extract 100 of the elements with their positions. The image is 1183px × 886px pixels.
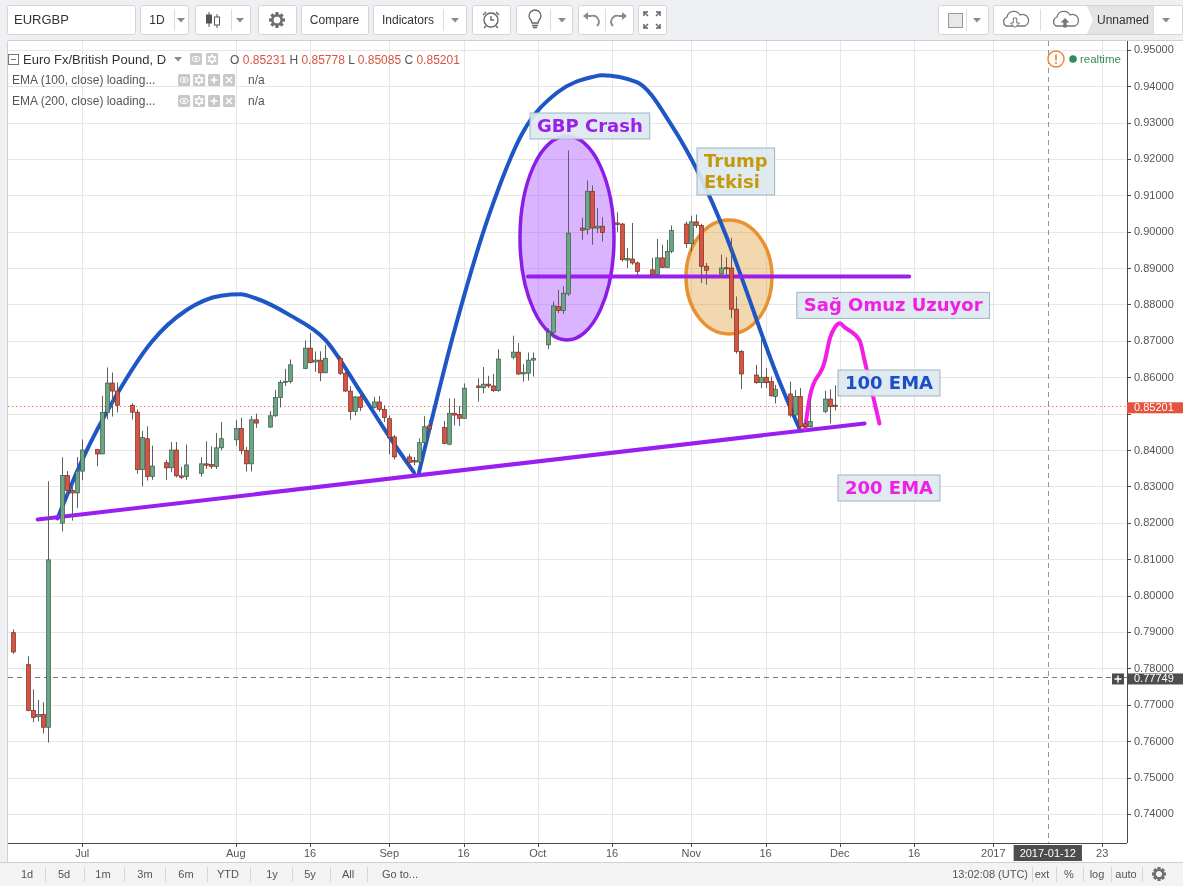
- y-tick-label: 0.84000: [1134, 443, 1174, 456]
- y-tick-label: 0.92000: [1134, 152, 1174, 165]
- y-tick-label: 0.83000: [1134, 479, 1174, 492]
- text: Go to...: [381, 868, 419, 880]
- annotation: n/a: [248, 73, 266, 87]
- text: 1m: [95, 868, 111, 880]
- candlestick: [754, 364, 759, 385]
- candlestick: [150, 445, 155, 481]
- text: %: [1064, 868, 1075, 880]
- candlestick: [234, 419, 239, 447]
- candlestick: [308, 332, 313, 364]
- candlestick: [303, 339, 308, 370]
- y-tick-label: 0.86000: [1134, 370, 1174, 383]
- candlestick: [313, 350, 318, 373]
- text: 5d: [57, 868, 71, 880]
- text: ext: [1034, 868, 1050, 880]
- text: Euro Fx/British Pound, D: [23, 52, 167, 67]
- text: 6m: [178, 868, 194, 880]
- candlestick: [199, 456, 204, 478]
- candlestick: [556, 289, 561, 314]
- x-tick-label: Dec: [830, 847, 851, 859]
- y-tick-label: 0.77000: [1134, 698, 1174, 711]
- x-tick-label: 16: [303, 847, 317, 859]
- annotation: realtime: [1080, 53, 1121, 65]
- candlestick: [481, 366, 486, 394]
- text: auto: [1115, 868, 1137, 880]
- x-tick-label: Jul: [75, 847, 90, 859]
- ref-line-label: 0.77749: [1134, 672, 1174, 685]
- annotation: 200 EMA: [845, 477, 934, 498]
- text: log: [1089, 868, 1105, 880]
- x-tick-label: 16: [907, 847, 921, 859]
- y-tick-label: 0.82000: [1134, 516, 1174, 529]
- annotation: GBP Crash: [537, 115, 643, 136]
- text: Indicators: [381, 13, 435, 27]
- candlestick: [580, 217, 585, 241]
- candlestick: [625, 247, 630, 269]
- text: 13:02:08 (UTC): [952, 868, 1028, 880]
- candlestick: [595, 207, 600, 234]
- x-tick-label: 16: [605, 847, 619, 859]
- candlestick: [788, 381, 793, 418]
- candlestick: [511, 335, 516, 360]
- candlestick: [600, 216, 605, 242]
- ref-line-label: 2017-01-12: [1019, 847, 1076, 859]
- text: EURGBP: [14, 12, 69, 27]
- candlestick: [655, 238, 660, 276]
- x-tick-label: 2017: [981, 847, 1006, 859]
- x-tick-label: 16: [759, 847, 772, 859]
- x-tick-label: Oct: [529, 847, 547, 859]
- candlestick: [353, 395, 358, 416]
- y-tick-label: 0.78000: [1134, 661, 1174, 674]
- candlestick: [41, 701, 46, 734]
- x-tick-label: Nov: [681, 847, 702, 859]
- text: 1y: [266, 868, 279, 880]
- candlestick: [689, 215, 694, 252]
- text: 1D: [149, 13, 165, 27]
- y-tick-label: 0.95000: [1134, 43, 1174, 56]
- candlestick: [516, 342, 521, 376]
- candlestick: [684, 220, 689, 249]
- y-tick-label: 0.87000: [1134, 334, 1174, 347]
- x-tick-label: Aug: [225, 847, 246, 859]
- candlestick: [759, 338, 764, 389]
- text: 1d: [20, 868, 34, 880]
- y-tick-label: 0.76000: [1134, 734, 1174, 747]
- annotation: 100 EMA: [845, 372, 934, 393]
- y-tick-label: 0.74000: [1134, 807, 1174, 820]
- text: Unnamed: [1096, 13, 1150, 27]
- y-tick-label: 0.93000: [1134, 116, 1174, 129]
- annotation: Trump Etkisi: [704, 150, 768, 192]
- y-tick-label: 0.94000: [1134, 79, 1174, 92]
- ref-line-label: 0.85201: [1134, 401, 1174, 414]
- candlestick: [11, 628, 16, 655]
- text: 3m: [137, 868, 153, 880]
- candlestick: [323, 344, 328, 374]
- x-tick-label: Sep: [379, 847, 400, 859]
- y-tick-label: 0.90000: [1134, 225, 1174, 238]
- x-tick-label: 23: [1096, 847, 1109, 859]
- candlestick: [650, 257, 655, 277]
- candlestick: [318, 350, 323, 382]
- text: All: [341, 868, 355, 880]
- annotation: n/a: [248, 94, 266, 108]
- x-tick-label: 16: [457, 847, 470, 859]
- y-tick-label: 0.88000: [1134, 297, 1174, 310]
- candlestick: [164, 459, 169, 481]
- candlestick: [36, 699, 41, 722]
- candlestick: [808, 397, 813, 428]
- y-tick-label: 0.91000: [1134, 188, 1174, 201]
- y-tick-label: 0.89000: [1134, 261, 1174, 274]
- annotation: EMA (200, close) loading...: [12, 94, 156, 108]
- y-tick-label: 0.81000: [1134, 552, 1174, 565]
- y-tick-label: 0.79000: [1134, 625, 1174, 638]
- annotation: EMA (100, close) loading...: [12, 73, 156, 87]
- text: Compare: [309, 13, 360, 27]
- candlestick: [476, 377, 481, 403]
- candlestick: [169, 441, 174, 473]
- y-tick-label: 0.80000: [1134, 589, 1174, 602]
- y-tick-label: 0.75000: [1134, 771, 1174, 783]
- annotation: Sağ Omuz Uzuyor: [803, 294, 983, 316]
- text: O 0.85231 H 0.85778 L 0.85085 C 0.85201: [230, 53, 461, 67]
- text: YTD: [217, 868, 240, 880]
- text: 5y: [304, 868, 317, 880]
